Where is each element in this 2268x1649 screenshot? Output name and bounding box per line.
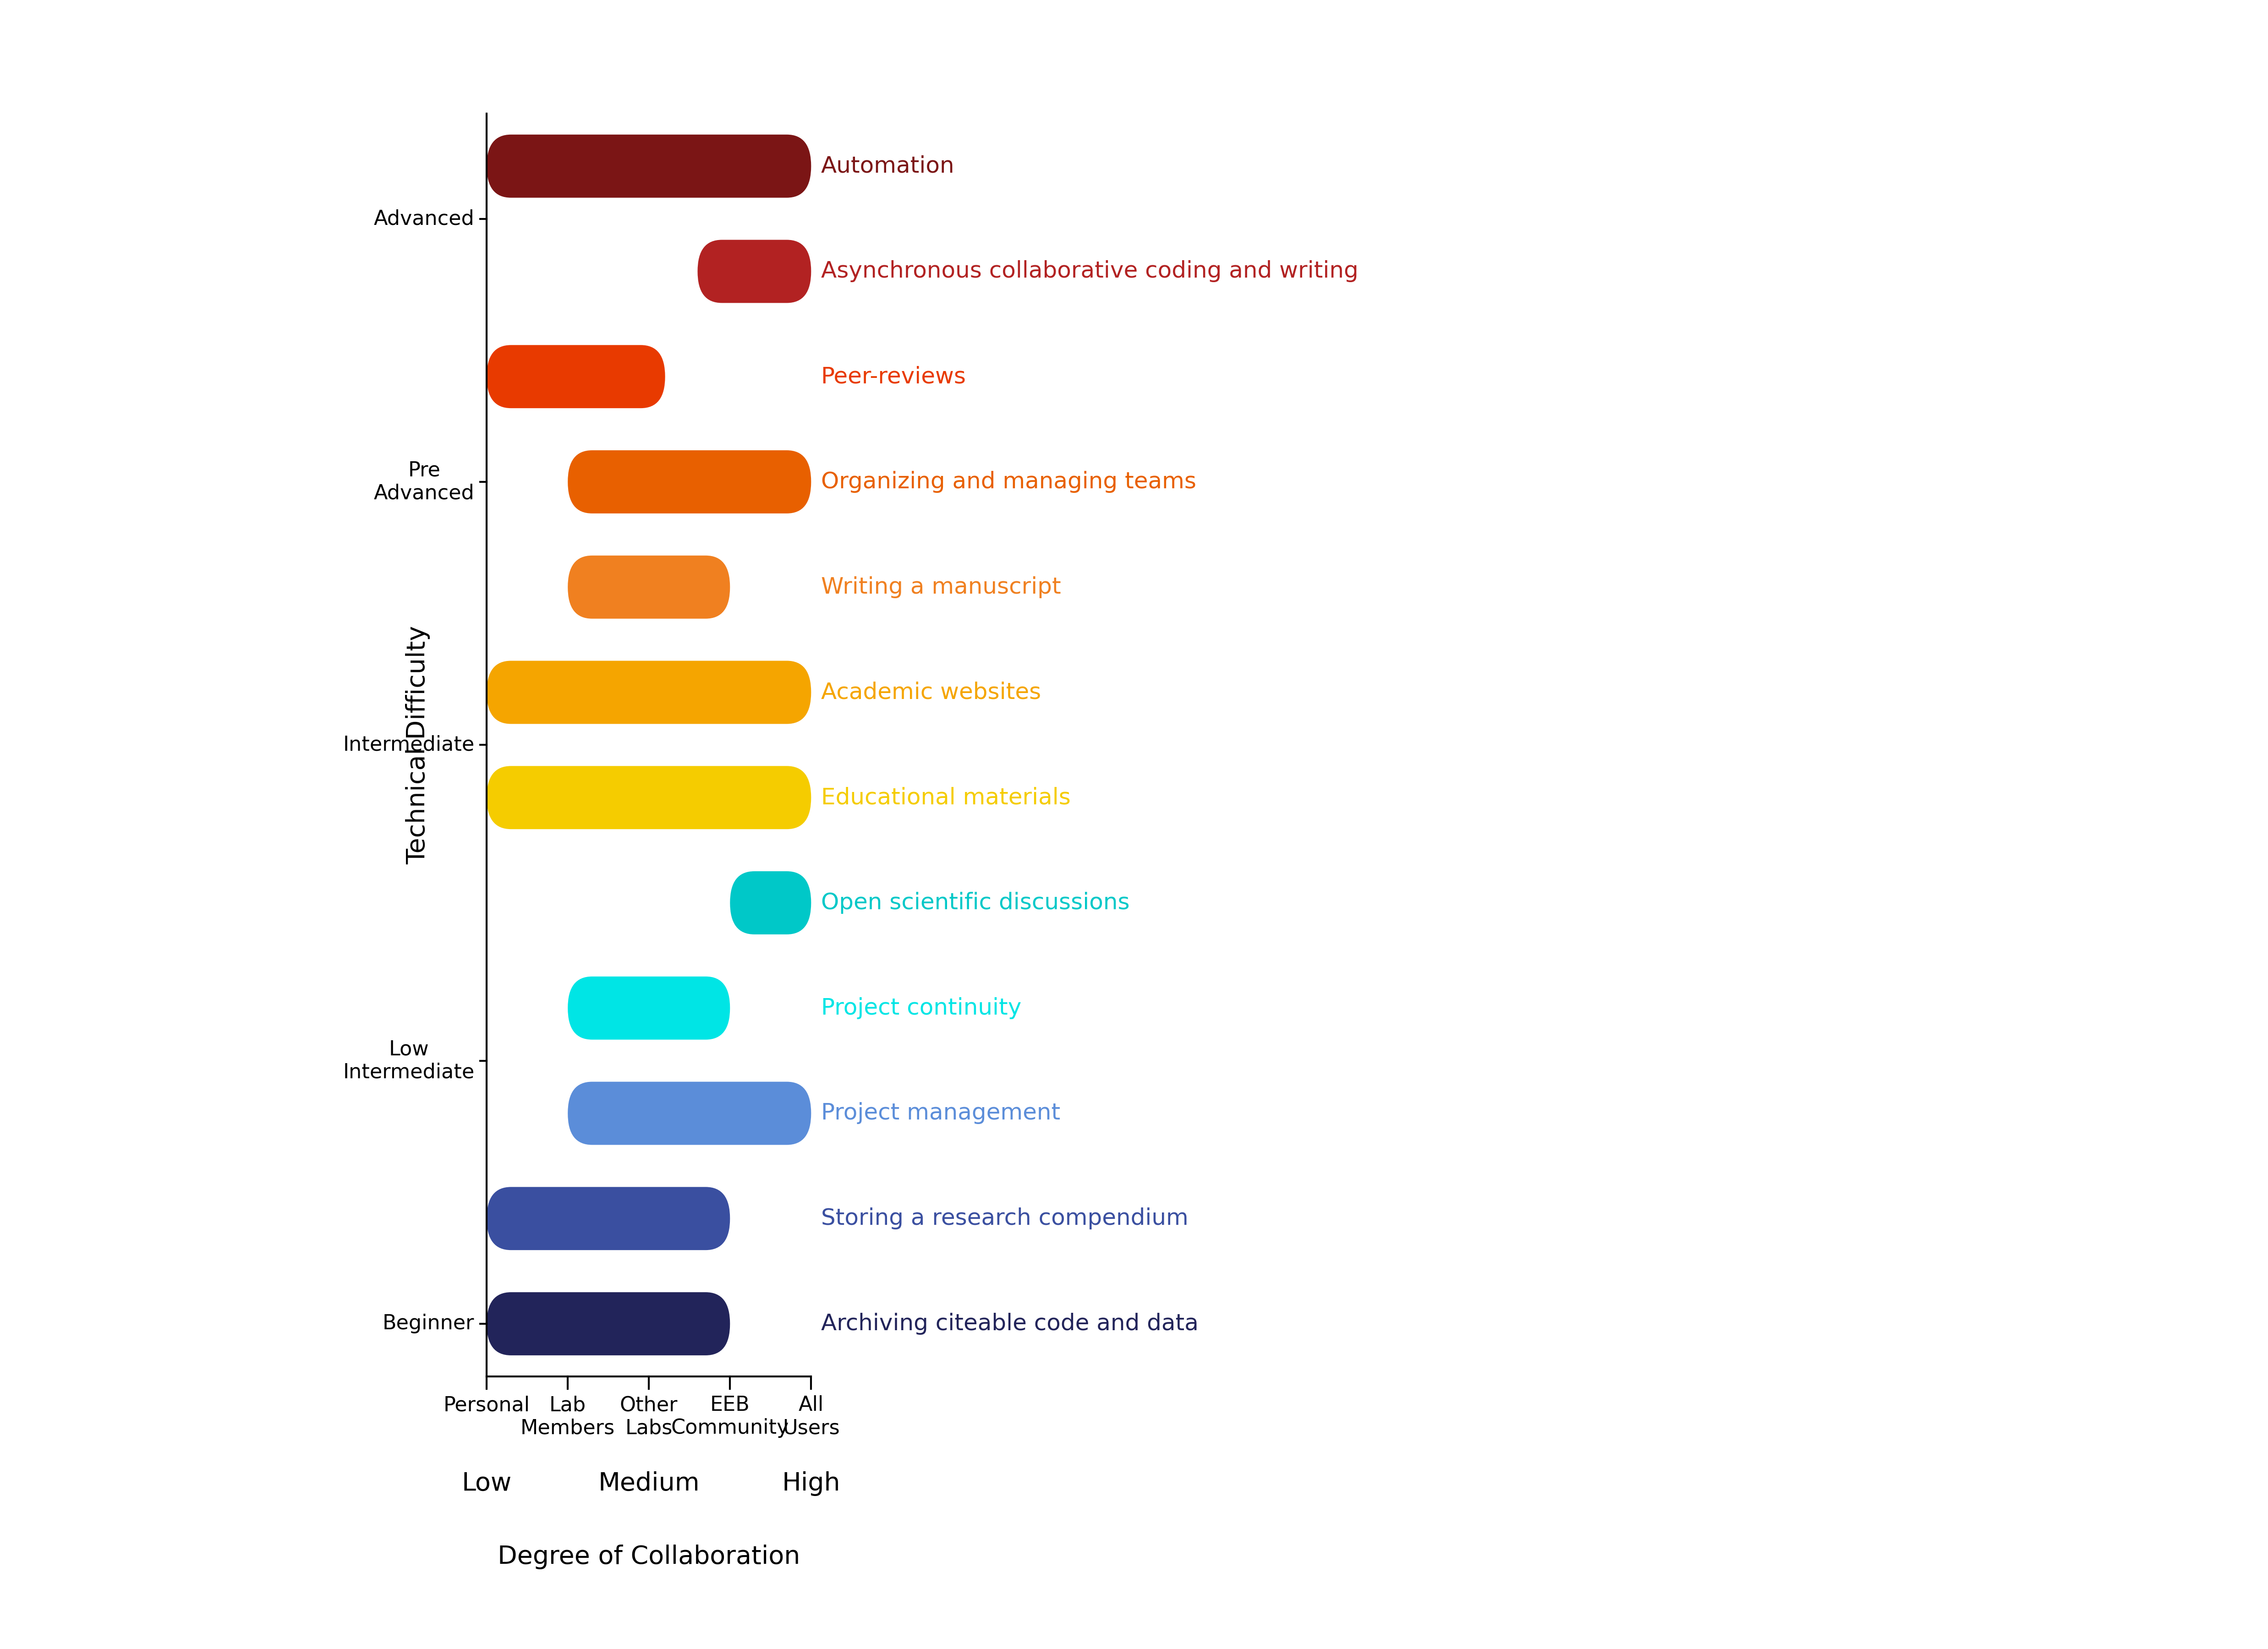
FancyBboxPatch shape (488, 1187, 730, 1250)
FancyBboxPatch shape (488, 767, 812, 829)
Text: Asynchronous collaborative coding and writing: Asynchronous collaborative coding and wr… (821, 261, 1359, 282)
Text: Advanced: Advanced (374, 209, 474, 229)
FancyBboxPatch shape (567, 450, 812, 513)
Text: Open scientific discussions: Open scientific discussions (821, 892, 1129, 914)
Text: High: High (782, 1471, 841, 1496)
FancyBboxPatch shape (567, 556, 730, 618)
Text: Intermediate: Intermediate (342, 735, 474, 755)
Text: Archiving citeable code and data: Archiving citeable code and data (821, 1313, 1198, 1334)
Text: Project management: Project management (821, 1102, 1059, 1125)
Text: Writing a manuscript: Writing a manuscript (821, 576, 1061, 599)
Text: Personal: Personal (442, 1395, 531, 1415)
Text: Medium: Medium (599, 1471, 701, 1496)
Text: Other
Labs: Other Labs (619, 1395, 678, 1438)
FancyBboxPatch shape (699, 239, 812, 303)
FancyBboxPatch shape (730, 871, 812, 935)
Text: Pre
Advanced: Pre Advanced (374, 460, 474, 503)
Text: Academic websites: Academic websites (821, 681, 1041, 704)
Text: Educational materials: Educational materials (821, 787, 1070, 808)
FancyBboxPatch shape (488, 345, 665, 409)
FancyBboxPatch shape (488, 661, 812, 724)
Text: Project continuity: Project continuity (821, 998, 1021, 1019)
FancyBboxPatch shape (567, 976, 730, 1039)
FancyBboxPatch shape (567, 1082, 812, 1144)
Text: Automation: Automation (821, 155, 955, 176)
Text: Beginner: Beginner (383, 1314, 474, 1334)
FancyBboxPatch shape (488, 1293, 730, 1355)
Text: Low: Low (463, 1471, 513, 1496)
Text: Storing a research compendium: Storing a research compendium (821, 1207, 1188, 1230)
Text: EEB
Community: EEB Community (671, 1395, 789, 1438)
FancyBboxPatch shape (488, 135, 812, 198)
Text: Organizing and managing teams: Organizing and managing teams (821, 472, 1195, 493)
Text: Peer-reviews: Peer-reviews (821, 366, 966, 388)
Text: Lab
Members: Lab Members (522, 1395, 615, 1438)
Text: Low
Intermediate: Low Intermediate (342, 1039, 474, 1082)
Text: All
Users: All Users (782, 1395, 839, 1438)
Text: Technical Difficulty: Technical Difficulty (406, 625, 431, 864)
Text: Degree of Collaboration: Degree of Collaboration (497, 1545, 801, 1570)
